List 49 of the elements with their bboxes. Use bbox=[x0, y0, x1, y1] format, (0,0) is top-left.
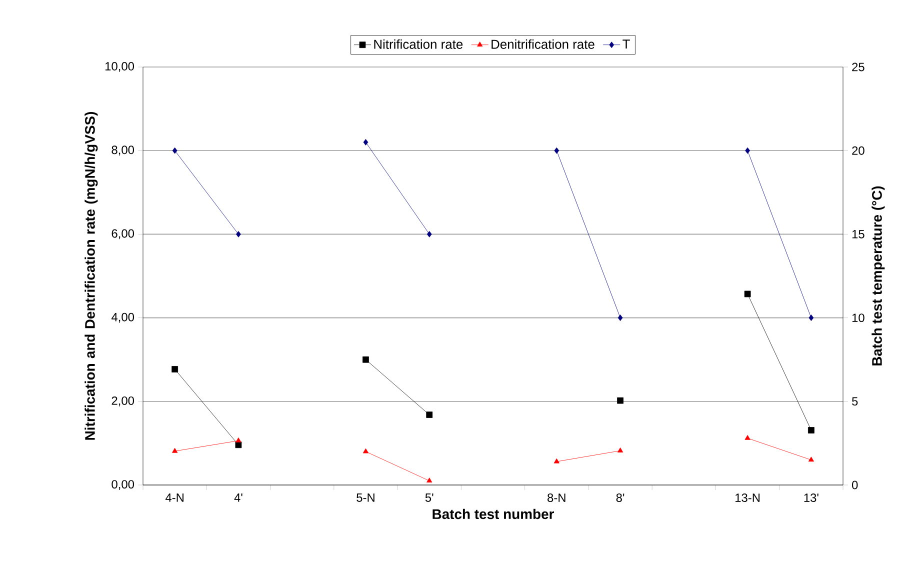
point bbox=[236, 438, 242, 442]
point bbox=[426, 478, 432, 483]
y2-tick-label: 10 bbox=[852, 314, 864, 322]
point bbox=[617, 448, 624, 452]
x-tick-label: 4-N bbox=[165, 494, 184, 502]
y-tick-label: 0,00 bbox=[112, 480, 134, 490]
point bbox=[808, 314, 814, 321]
y2-tick-label: 20 bbox=[852, 146, 864, 155]
y-axis-title: Nitrification and Dentrification rate (mgN/h/gVSS) bbox=[84, 112, 98, 440]
x-tick-label: 13-N bbox=[736, 494, 760, 502]
y2-axis-title: Batch test temperature (°C) bbox=[872, 186, 885, 366]
x-axis-title: Batch test number bbox=[432, 508, 554, 520]
point bbox=[362, 448, 369, 454]
y-tick-label: 6,00 bbox=[112, 229, 134, 240]
y-tick-label: 10,00 bbox=[105, 62, 134, 72]
x-tick-label: 8' bbox=[616, 494, 624, 502]
point bbox=[236, 231, 241, 238]
point bbox=[744, 434, 750, 440]
point bbox=[172, 366, 178, 372]
point bbox=[426, 412, 433, 418]
x-tick-label: 5-N bbox=[356, 494, 374, 502]
point bbox=[808, 427, 814, 434]
point bbox=[172, 448, 178, 453]
point bbox=[744, 290, 751, 298]
legend-label: Nitrification rate bbox=[374, 39, 463, 49]
point bbox=[618, 314, 623, 321]
y2-tick-label: 5 bbox=[852, 397, 858, 406]
y-tick-label: 8,00 bbox=[112, 146, 134, 156]
point bbox=[426, 231, 432, 238]
y-tick-label: 2,00 bbox=[112, 396, 134, 406]
y2-tick-label: 0 bbox=[852, 480, 858, 490]
x-tick-label: 13' bbox=[804, 494, 818, 502]
point bbox=[172, 147, 178, 154]
legend-label: Denitrification rate bbox=[492, 39, 594, 49]
point bbox=[362, 356, 369, 363]
point bbox=[554, 458, 560, 464]
point bbox=[617, 397, 624, 404]
x-tick-label: 4' bbox=[234, 494, 242, 502]
legend-label: T bbox=[622, 40, 630, 49]
x-tick-label: 8-N bbox=[548, 494, 566, 502]
point bbox=[554, 147, 560, 154]
x-tick-label: 5' bbox=[425, 494, 434, 502]
point bbox=[808, 456, 814, 462]
y2-tick-label: 15 bbox=[852, 230, 864, 238]
point bbox=[363, 139, 368, 146]
point bbox=[745, 147, 750, 154]
y-tick-label: 4,00 bbox=[111, 312, 134, 323]
y2-tick-label: 25 bbox=[852, 62, 864, 72]
point bbox=[235, 442, 242, 448]
